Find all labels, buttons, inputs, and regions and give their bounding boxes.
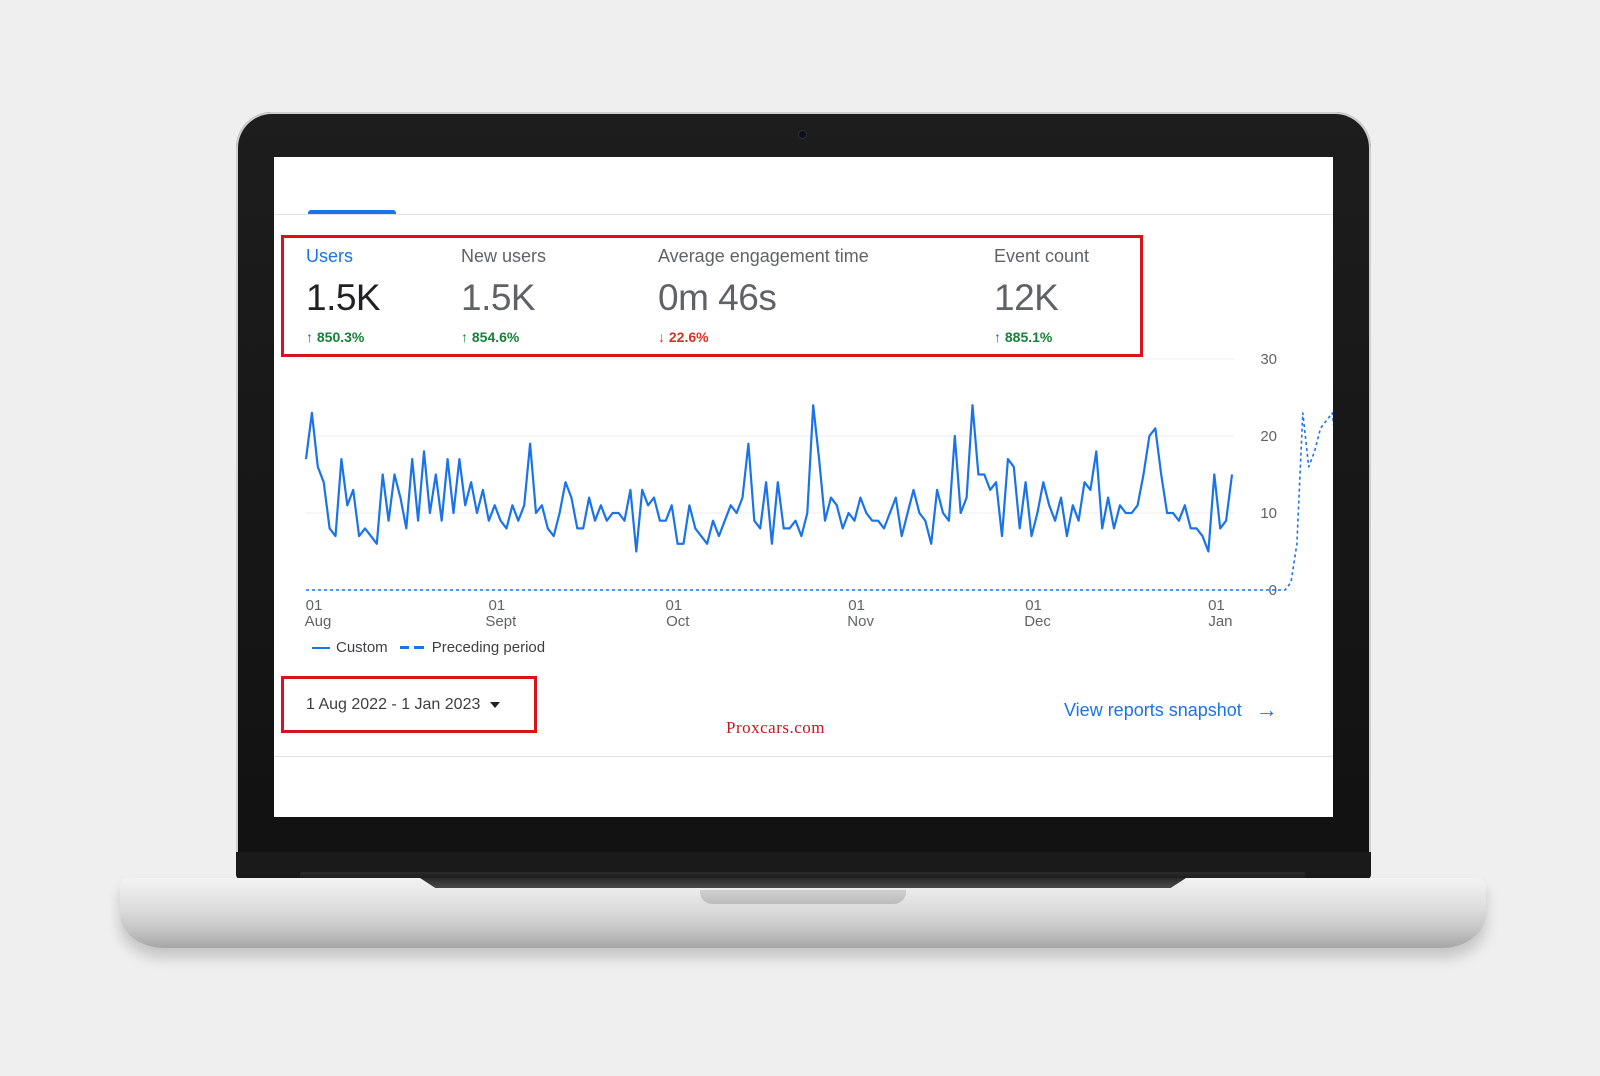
metric-value: 12K: [994, 277, 1059, 318]
metric-value: 1.5K: [306, 277, 381, 318]
x-tick-label: 01: [665, 597, 682, 614]
lid-opening-notch: [700, 890, 906, 904]
metric-change: ↑ 854.6%: [461, 329, 546, 345]
date-range-label: 1 Aug 2022 - 1 Jan 2023: [306, 695, 481, 713]
series-line-custom: [304, 404, 1234, 553]
metric-change: ↑ 850.3%: [306, 329, 380, 345]
x-tick-label: Nov: [847, 613, 874, 630]
webcam: [798, 130, 807, 139]
dashed-line-swatch: [399, 646, 424, 649]
x-tick-label: 01: [1025, 597, 1042, 614]
metric-label: Event count: [994, 246, 1090, 266]
analytics-screen: Users 1.5K ↑ 850.3% New users 1.5K ↑ 854…: [274, 157, 1333, 817]
active-tab-indicator: [308, 210, 396, 215]
watermark: Proxcars.com: [726, 718, 826, 737]
y-tick-label: 20: [1260, 428, 1277, 445]
metric-label: Users: [306, 246, 354, 266]
snapshot-link-label: View reports snapshot: [1064, 699, 1242, 720]
x-tick-label: Dec: [1024, 613, 1051, 630]
metric-users[interactable]: Users 1.5K ↑ 850.3%: [306, 246, 381, 345]
caret-down-icon: [490, 701, 501, 708]
divider: [274, 214, 1333, 215]
arrow-up-icon: ↑: [994, 329, 1001, 345]
arrow-up-icon: ↑: [306, 329, 313, 345]
metric-change: ↑ 885.1%: [994, 329, 1089, 345]
metric-change-value: 850.3%: [316, 329, 365, 345]
metric-event-count[interactable]: Event count 12K ↑ 885.1%: [994, 246, 1089, 345]
metric-change-value: 22.6%: [668, 329, 709, 345]
y-tick-label: 10: [1260, 505, 1277, 522]
solid-line-swatch: [312, 646, 330, 649]
metric-value: 0m 46s: [658, 277, 777, 318]
metric-change: ↓ 22.6%: [658, 329, 869, 345]
x-tick-label: Sept: [485, 613, 517, 630]
chart-legend: Custom Preceding period: [312, 639, 545, 656]
metric-new-users[interactable]: New users 1.5K ↑ 854.6%: [461, 246, 546, 345]
x-tick-label: Aug: [305, 613, 332, 630]
view-reports-snapshot-link[interactable]: View reports snapshot →: [1064, 697, 1278, 723]
x-tick-label: 01: [488, 597, 505, 614]
legend-current: Custom: [336, 639, 388, 656]
arrow-down-icon: ↓: [658, 329, 665, 345]
metric-avg-engagement-time[interactable]: Average engagement time 0m 46s ↓ 22.6%: [658, 246, 869, 345]
x-tick-label: Oct: [666, 613, 690, 630]
arrow-right-icon: →: [1255, 697, 1278, 722]
metric-change-value: 854.6%: [471, 329, 520, 345]
date-range-selector[interactable]: 1 Aug 2022 - 1 Jan 2023: [281, 676, 537, 733]
keyboard-edge: [420, 878, 1186, 888]
metric-label: Average engagement time: [658, 246, 869, 266]
legend-previous: Preceding period: [431, 639, 546, 656]
metric-value: 1.5K: [461, 277, 536, 318]
x-tick-label: 01: [848, 597, 865, 614]
x-tick-label: 01: [306, 597, 323, 614]
laptop-base: [120, 878, 1486, 948]
x-tick-label: Jan: [1208, 613, 1232, 630]
x-tick-label: 01: [1208, 597, 1225, 614]
metrics-highlight-box: Users 1.5K ↑ 850.3% New users 1.5K ↑ 854…: [281, 235, 1143, 357]
y-tick-label: 30: [1260, 351, 1277, 368]
metric-change-value: 885.1%: [1004, 329, 1053, 345]
metric-label: New users: [461, 246, 547, 266]
divider: [274, 756, 1333, 757]
series-line-preceding-period: [306, 412, 1333, 591]
arrow-up-icon: ↑: [461, 329, 468, 345]
